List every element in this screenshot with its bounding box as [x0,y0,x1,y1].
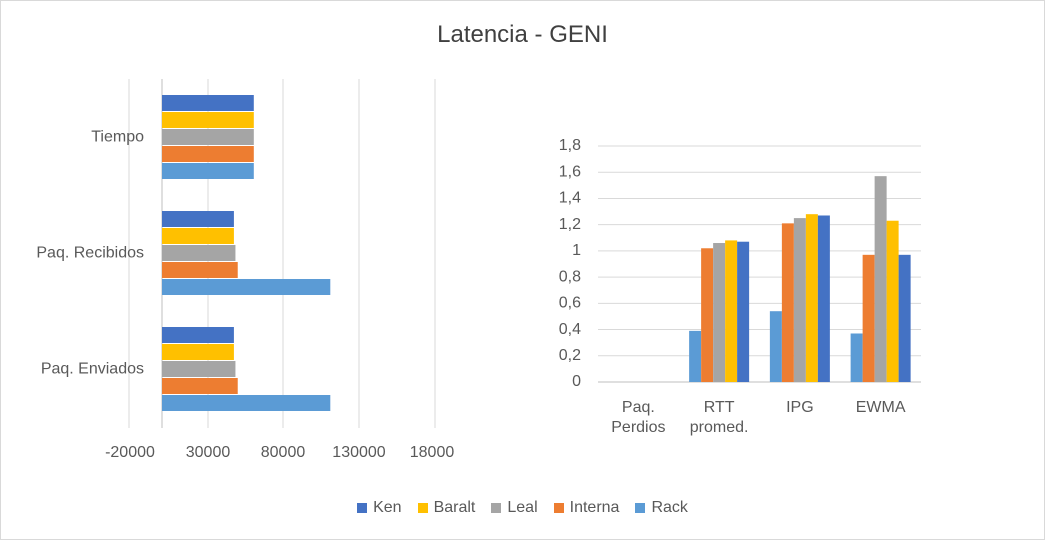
bar-rack-3 [850,333,863,382]
bar-baralt-0 [162,112,254,128]
legend-swatch [491,503,502,513]
bar-ken-0 [162,95,254,111]
y-tick-label-6: 1,2 [559,216,581,233]
x-tick-label-1: 30000 [186,444,231,461]
bar-baralt-2 [162,344,234,360]
bar-leal-1 [162,245,236,261]
y-tick-label-3: 0,6 [559,295,581,312]
bar-interna-2 [162,378,238,394]
legend-item-ken: Ken [357,499,402,517]
y-tick-label-8: 1,6 [559,163,581,180]
bar-leal-0 [162,129,254,145]
y-tick-label-2: Paq. Enviados [41,361,144,378]
legend-item-baralt: Baralt [417,499,476,517]
legend-label: Interna [569,499,620,516]
y-tick-label-2: 0,4 [559,321,581,338]
bar-rack-2 [162,395,331,411]
x-tick-label-3: EWMA [856,399,906,416]
bar-baralt-1 [725,240,738,382]
x-tick-label-2: IPG [786,399,814,416]
y-tick-label-1: Paq. Recibidos [36,245,144,262]
legend-swatch [357,503,368,513]
y-tick-label-7: 1,4 [559,190,581,207]
legend-item-rack: Rack [635,499,688,517]
bar-interna-0 [162,146,254,162]
bar-interna-3 [862,254,875,382]
chart-title: Latencia - GENI [437,21,608,48]
legend-swatch [553,503,564,513]
x-tick-label-4: 18000 [410,444,455,461]
bar-rack-1 [162,279,331,295]
x-tick-label-2: 80000 [261,444,306,461]
legend-swatch [417,503,428,513]
bar-leal-2 [793,218,806,382]
bar-ken-3 [898,254,911,382]
x-tick-label-0: -20000 [105,444,155,461]
x-tick-label-3: 130000 [332,444,385,461]
x-tick-label-1: RTT promed. [690,399,749,436]
legend-item-leal: Leal [491,499,538,517]
bar-leal-1 [713,243,726,382]
legend-item-interna: Interna [553,499,620,517]
bar-rack-1 [689,330,702,382]
legend-label: Rack [651,499,688,516]
bar-ken-2 [817,215,830,382]
y-tick-label-1: 0,2 [559,347,581,364]
legend-label: Baralt [433,499,476,516]
y-tick-label-0: Tiempo [91,129,144,146]
bar-leal-2 [162,361,236,377]
bar-ken-2 [162,327,234,343]
y-tick-label-9: 1,8 [559,137,581,154]
legend-label: Leal [507,499,538,516]
y-tick-label-0: 0 [572,373,581,390]
bar-interna-1 [701,248,714,382]
bar-interna-2 [781,223,794,382]
bar-baralt-1 [162,228,234,244]
bar-ken-1 [737,241,750,382]
bar-rack-2 [769,311,782,382]
x-tick-label-0: Paq. Perdios [611,399,665,436]
legend: Ken Baralt Leal Interna Rack [1,499,1044,517]
legend-label: Ken [373,499,402,516]
bar-leal-3 [874,176,887,382]
bar-baralt-3 [886,220,899,382]
bar-interna-1 [162,262,238,278]
bar-baralt-2 [805,214,818,382]
legend-swatch [635,503,646,513]
y-tick-label-4: 0,8 [559,268,581,285]
bar-rack-0 [162,163,254,179]
bar-ken-1 [162,211,234,227]
y-tick-label-5: 1 [572,242,581,259]
